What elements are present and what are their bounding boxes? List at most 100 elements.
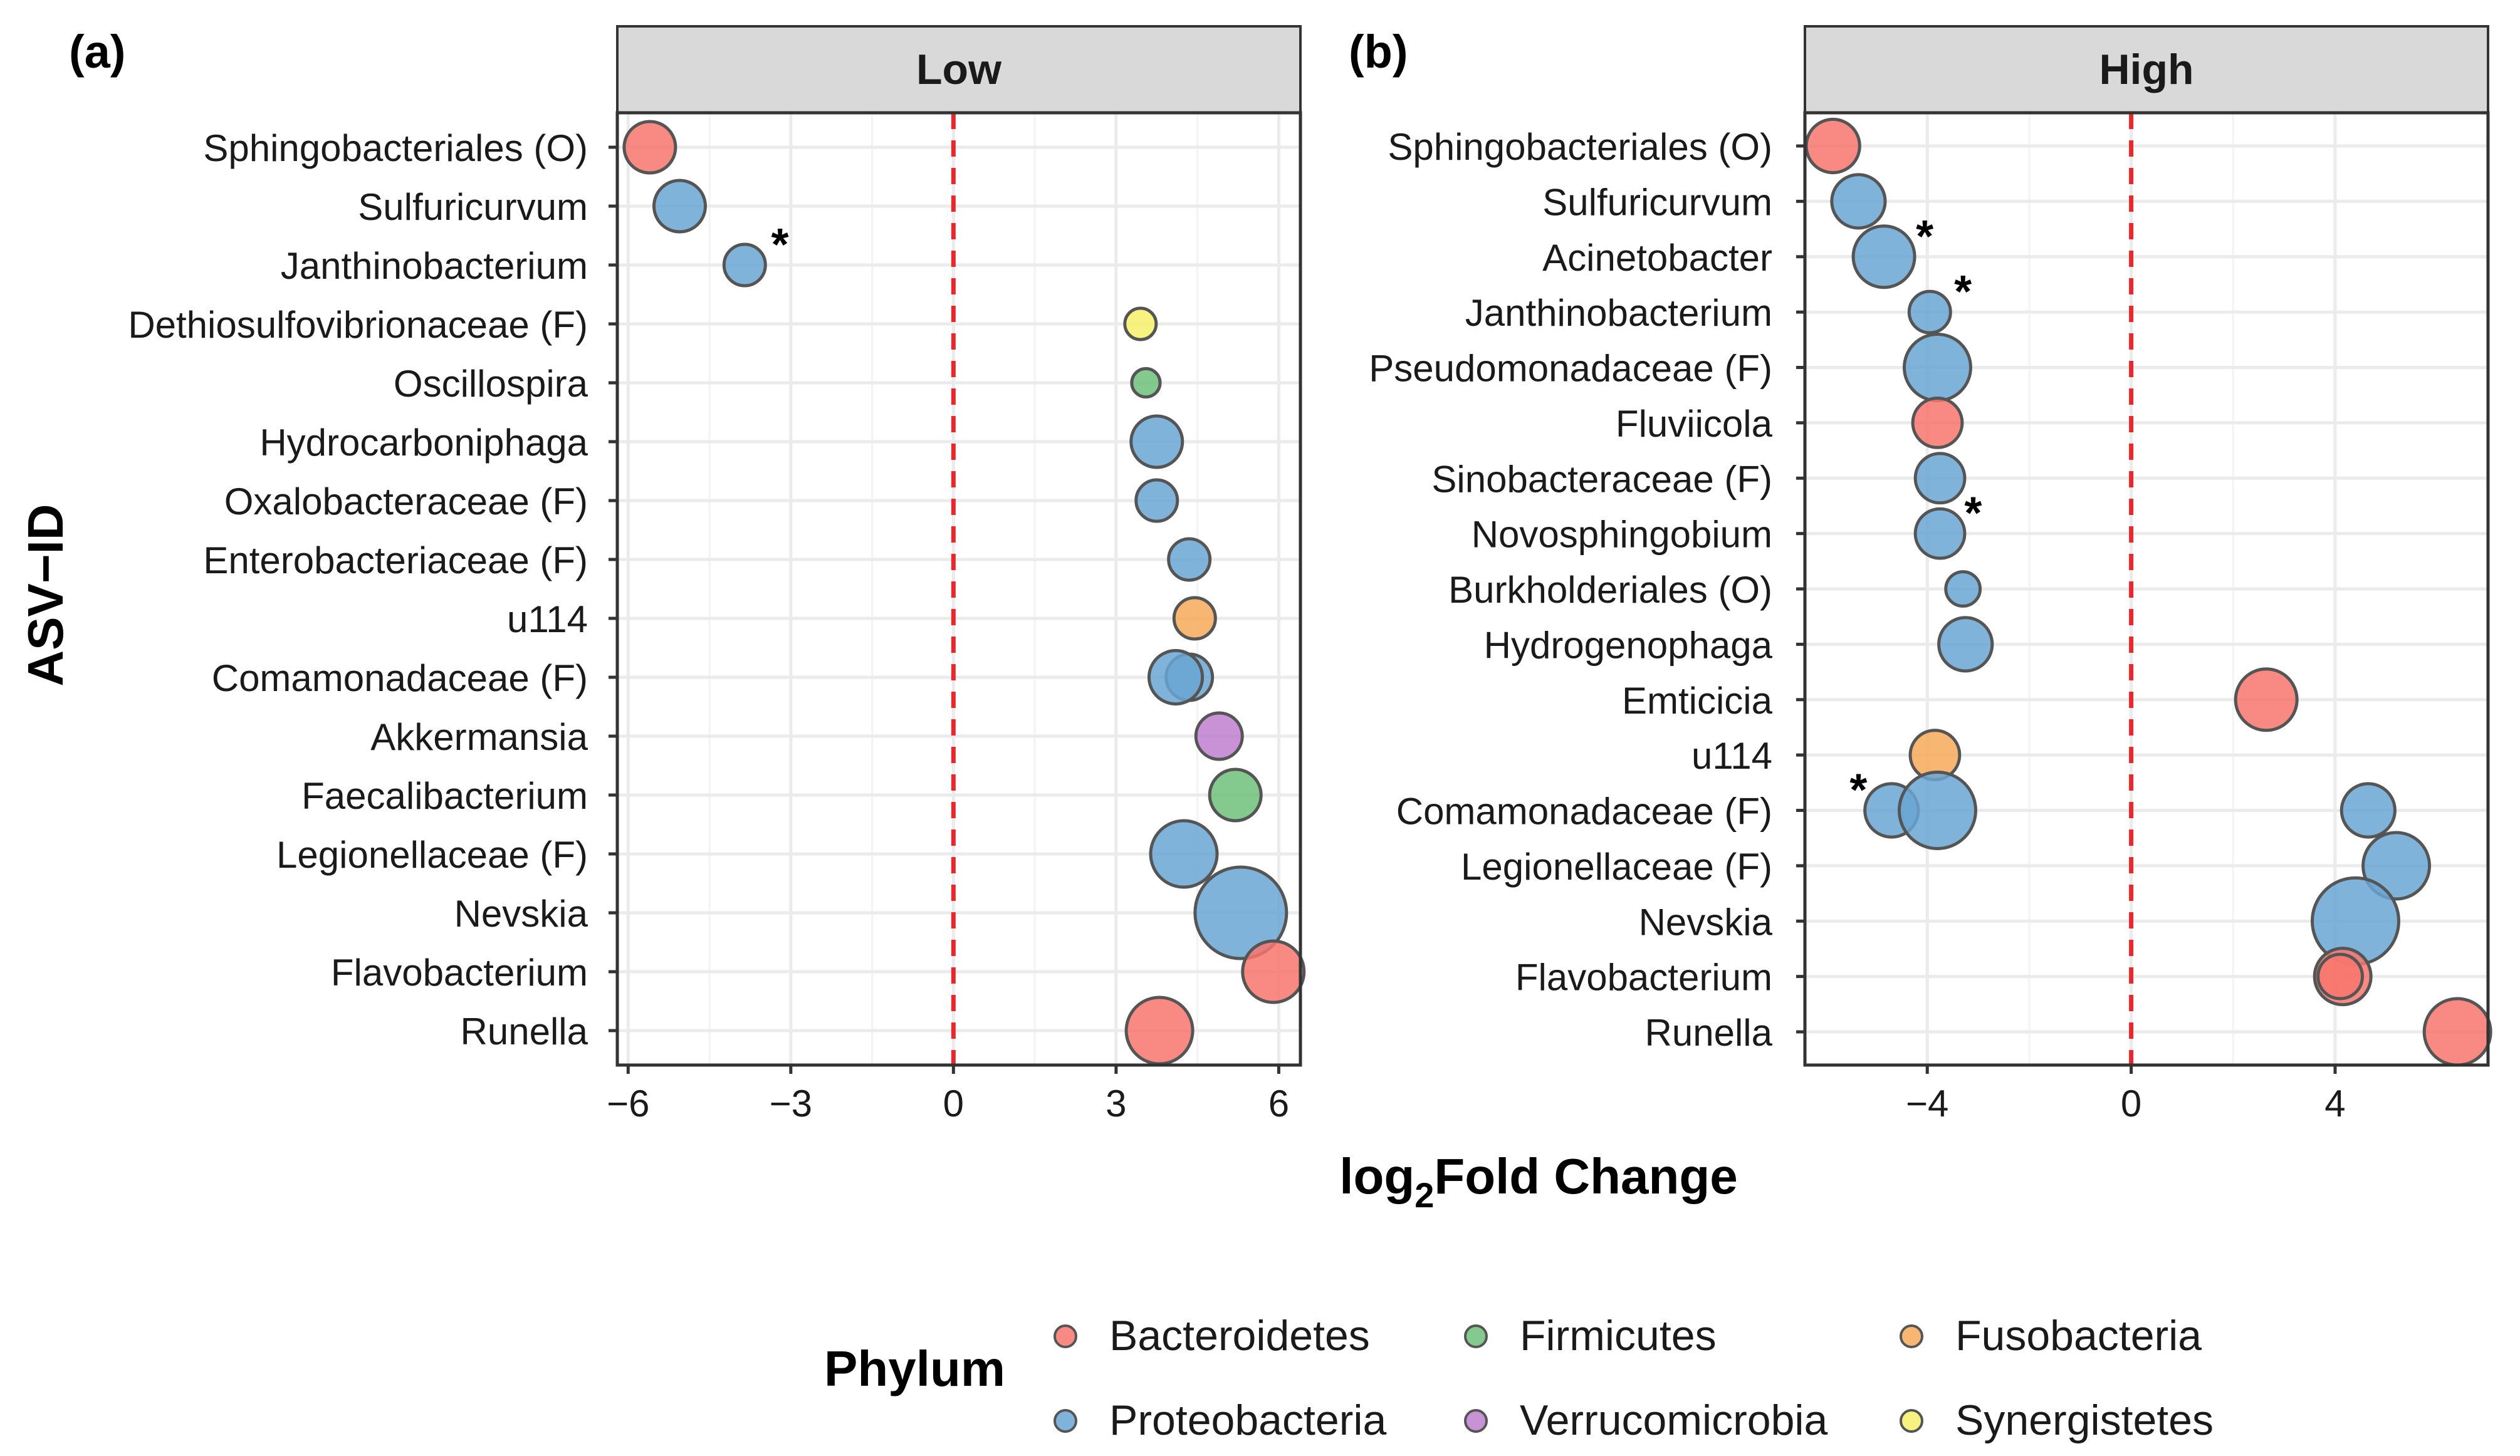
- x-tick-label: −6: [607, 1083, 649, 1125]
- legend-label: Fusobacteria: [1955, 1312, 2202, 1360]
- legend-swatch: [1053, 1409, 1077, 1433]
- x-axis-title-subscript: 2: [1414, 1175, 1434, 1215]
- data-point: [1944, 570, 1982, 608]
- y-tick-label: Acinetobacter: [1542, 237, 1772, 279]
- strip-title: Low: [916, 46, 1002, 93]
- legend-swatch: [1464, 1409, 1488, 1433]
- data-point: [1913, 507, 1967, 560]
- y-tick-label: Emticicia: [1622, 680, 1773, 722]
- y-tick-label: Dethiosulfovibrionaceae (F): [128, 304, 588, 346]
- data-point: [1124, 996, 1195, 1066]
- legend-swatch: [1053, 1324, 1077, 1348]
- y-tick-label: Nevskia: [454, 893, 588, 935]
- strip-high: [1804, 25, 2489, 114]
- data-point: [1241, 939, 1306, 1004]
- x-tick-label: 3: [1106, 1083, 1126, 1125]
- y-tick-label: Flavobacterium: [1515, 957, 1772, 999]
- x-tick-label: 0: [943, 1083, 964, 1125]
- data-point: [1167, 537, 1212, 582]
- legend-label: Proteobacteria: [1109, 1396, 1386, 1444]
- data-point: [622, 120, 677, 175]
- legend-swatch: [1464, 1324, 1488, 1348]
- x-tick-label: −3: [770, 1083, 812, 1125]
- y-tick-label: Novosphingobium: [1472, 514, 1772, 556]
- legend-label: Synergistetes: [1955, 1396, 2214, 1444]
- data-point: [1123, 306, 1158, 341]
- data-point: [1911, 396, 1964, 449]
- y-tick-label: Runella: [1645, 1012, 1773, 1054]
- data-point: [1902, 333, 1972, 402]
- data-point: [1194, 711, 1244, 761]
- data-point: [1937, 616, 1994, 673]
- y-tick-label: Oscillospira: [394, 363, 588, 405]
- data-point: [1851, 224, 1916, 289]
- x-tick-label: 6: [1268, 1083, 1289, 1125]
- data-point: [1907, 289, 1952, 335]
- y-tick-label: Sulfuricurvum: [358, 186, 588, 228]
- legend: Phylum Bacteroidetes Firmicutes Fusobacter…: [824, 1312, 2214, 1444]
- data-point: [1130, 367, 1162, 399]
- data-point: [1208, 767, 1263, 823]
- data-point: [1149, 819, 1219, 889]
- y-tick-label: Fluviicola: [1616, 403, 1773, 445]
- y-tick-label: u114: [1691, 735, 1772, 777]
- significance-star: *: [1916, 212, 1933, 262]
- data-point: [2422, 997, 2492, 1067]
- y-tick-label: Comamonadaceae (F): [1396, 791, 1772, 833]
- data-point: [2316, 952, 2365, 1001]
- data-point: [1193, 865, 1289, 960]
- data-point: [1830, 173, 1887, 230]
- y-tick-label: Hydrocarboniphaga: [259, 422, 588, 464]
- data-point: [2234, 667, 2299, 732]
- y-tick-label: Sphingobacteriales (O): [203, 127, 588, 169]
- data-point: [722, 242, 767, 288]
- data-point: [1172, 596, 1217, 641]
- legend-label: Firmicutes: [1520, 1312, 1717, 1360]
- y-tick-label: Pseudomonadaceae (F): [1369, 348, 1772, 390]
- legend-swatch: [1900, 1409, 1923, 1433]
- y-tick-label: Burkholderiales (O): [1448, 569, 1772, 611]
- y-axis-title: ASV−ID: [18, 504, 73, 686]
- y-tick-label: Comamonadaceae (F): [212, 657, 588, 699]
- data-point: [1134, 478, 1179, 523]
- panel-low: Low * Sphingobacteriales (O) Sulfuricurvum J…: [128, 25, 1306, 1125]
- y-tick-label: Sinobacteraceae (F): [1431, 458, 1772, 500]
- legend-swatch: [1900, 1324, 1923, 1348]
- significance-star: *: [1849, 766, 1867, 816]
- data-point: [2340, 782, 2397, 839]
- significance-star: *: [1964, 489, 1982, 539]
- panel-a-label: (a): [69, 26, 125, 78]
- panel-high: High * * * * Sphingobacteriales (O) Sulfuricur…: [1369, 25, 2492, 1125]
- x-tick-label: 0: [2121, 1083, 2141, 1125]
- legend-label: Bacteroidetes: [1109, 1312, 1370, 1360]
- data-point: [1129, 414, 1184, 469]
- y-tick-label: Legionellaceae (F): [276, 834, 588, 876]
- y-tick-label: Janthinobacterium: [281, 245, 588, 287]
- y-tick-label: Enterobacteriaceae (F): [203, 539, 588, 581]
- significance-star: *: [771, 220, 789, 270]
- data-point: [1897, 771, 1977, 850]
- x-axis-title: log2Fold Change: [1339, 1148, 1738, 1215]
- data-point: [1913, 452, 1967, 505]
- x-axis-title-log: log: [1339, 1148, 1414, 1204]
- legend-title: Phylum: [824, 1341, 1005, 1396]
- y-tick-label: Janthinobacterium: [1465, 292, 1772, 334]
- y-tick-label: Runella: [461, 1011, 588, 1053]
- panel-border: [615, 111, 1302, 1067]
- y-tick-label: Flavobacterium: [331, 952, 588, 994]
- x-tick-label: −4: [1906, 1083, 1948, 1125]
- strip-title: High: [2099, 46, 2193, 93]
- legend-label: Verrucomicrobia: [1520, 1396, 1827, 1444]
- x-tick-label: 4: [2324, 1083, 2345, 1125]
- y-tick-label: u114: [507, 598, 588, 640]
- data-point: [1804, 117, 1861, 175]
- y-tick-label: Nevskia: [1639, 901, 1773, 943]
- data-point: [1147, 648, 1205, 706]
- significance-star: *: [1954, 267, 1972, 317]
- y-tick-label: Sphingobacteriales (O): [1388, 126, 1772, 168]
- data-point: [2361, 831, 2432, 901]
- y-tick-label: Sulfuricurvum: [1542, 181, 1772, 223]
- data-point: [652, 179, 707, 234]
- y-tick-label: Hydrogenophaga: [1484, 624, 1773, 666]
- y-tick-label: Legionellaceae (F): [1461, 846, 1772, 888]
